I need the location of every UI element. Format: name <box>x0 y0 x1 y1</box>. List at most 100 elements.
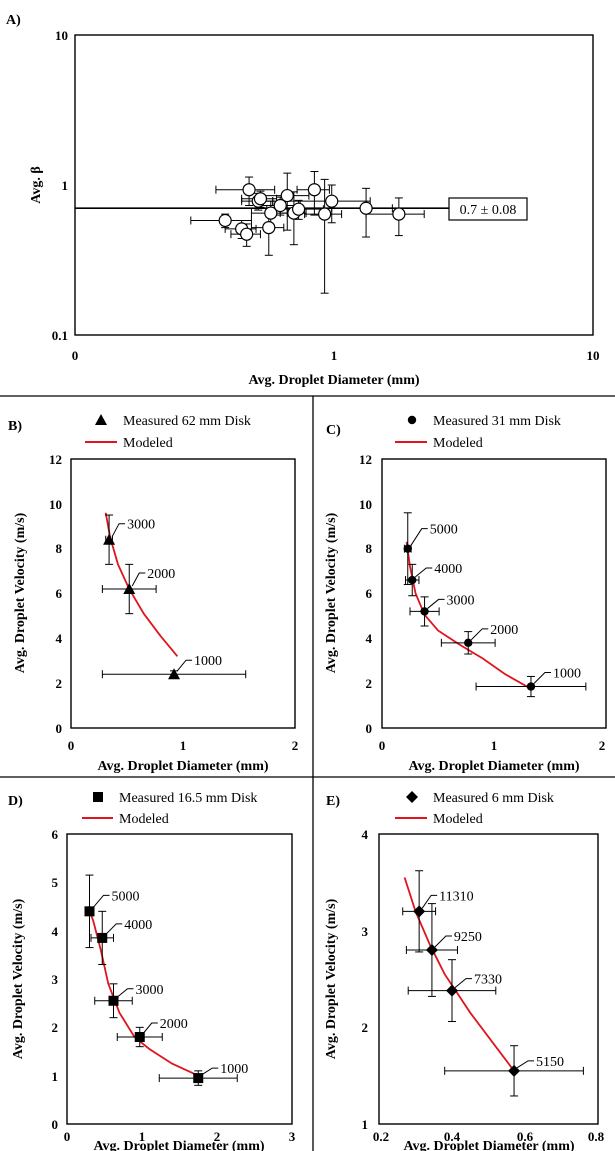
panel-e-y-tick-label: 1 <box>362 1117 369 1132</box>
panel-a-plot-area <box>74 34 594 336</box>
panel-e-x-tick-label: 0.8 <box>588 1129 605 1144</box>
panel-b-legend-marker <box>95 414 107 425</box>
panel-d-plot-area <box>66 833 293 1125</box>
panel-e-rpm-label: 5150 <box>536 1055 564 1070</box>
panel-a-y-tick-label: 0.1 <box>52 328 68 343</box>
panel-a-data-point <box>262 220 276 235</box>
panel-a-y-tick-label: 1 <box>62 178 69 193</box>
panel-a: A) 10 1 0.1 0 1 10 Avg. Droplet Diameter… <box>6 13 600 388</box>
panel-e-label-leader <box>454 978 472 988</box>
panel-b-label-leader <box>111 523 126 537</box>
panel-d-y-tick-label: 3 <box>52 972 59 987</box>
panel-a-data-point <box>318 207 332 221</box>
panel-c-legend-marker <box>407 415 417 425</box>
panel-e-y-tick-label: 3 <box>362 924 369 939</box>
panel-b-data-point <box>123 583 136 595</box>
panel-e-x-axis-label: Avg. Droplet Diameter (mm) <box>403 1139 574 1151</box>
panel-b-rpm-label: 3000 <box>127 518 155 533</box>
panel-c-label-leader <box>427 598 445 609</box>
panel-c-label-leader <box>410 528 428 546</box>
panel-b-plot-area <box>70 458 296 729</box>
panel-c-data-point <box>464 638 473 648</box>
panel-e-plot-area <box>378 833 599 1125</box>
panel-b-marks: 3000 2000 1000 <box>95 414 247 680</box>
panel-d-marks: 5000 4000 3000 2000 1000 <box>84 792 248 1086</box>
panel-c-x-axis-label: Avg. Droplet Diameter (mm) <box>408 759 579 774</box>
panel-e-legend-marker <box>406 791 418 803</box>
panel-d-label-leader <box>200 1067 219 1076</box>
panel-d-x-tick-label: 0 <box>64 1129 71 1144</box>
panel-d-data-point <box>134 1032 145 1042</box>
panel-d-x-tick-label: 2 <box>214 1129 221 1144</box>
panel-e-rpm-label: 11310 <box>439 889 473 904</box>
panel-a-data-point <box>273 198 287 213</box>
panel-c-letter: C) <box>326 423 341 438</box>
panel-a-y-tick-label: 10 <box>55 28 68 43</box>
panel-c-x-tick-label: 1 <box>491 738 498 753</box>
panel-d-rpm-label: 3000 <box>136 983 164 998</box>
panel-c-y-tick-label: 8 <box>366 541 373 556</box>
panel-d-x-tick-label: 1 <box>139 1129 146 1144</box>
panel-b-data-point <box>168 668 181 680</box>
panel-e-marks: 11310 9250 7330 5150 <box>402 791 584 1097</box>
panel-d-rpm-label: 5000 <box>112 889 140 904</box>
panel-c-data-point <box>403 544 412 553</box>
panel-b-rpm-label: 2000 <box>147 567 175 582</box>
panel-b-y-tick-label: 0 <box>56 721 63 736</box>
panel-d-x-axis-label: Avg. Droplet Diameter (mm) <box>93 1139 264 1151</box>
panel-d-y-axis-label: Avg. Droplet Velocity (m/s) <box>11 898 26 1059</box>
panel-e-label-leader <box>434 935 452 948</box>
panel-d-y-tick-label: 4 <box>52 924 59 939</box>
panel-b-legend-measured-label: Measured 62 mm Disk <box>123 414 251 429</box>
panel-c-rpm-label: 5000 <box>430 523 458 538</box>
panel-b-rpm-label: 1000 <box>194 654 222 669</box>
panel-c-label-leader <box>470 628 489 641</box>
panel-b-label-leader <box>131 572 146 587</box>
panel-b-legend-model-label: Modeled <box>123 436 173 451</box>
panel-d-rpm-label: 1000 <box>220 1062 248 1077</box>
panel-a-y-axis-label: Avg. β <box>29 166 44 203</box>
panel-d-label-leader <box>142 1022 158 1035</box>
panel-d-y-tick-label: 5 <box>52 875 59 890</box>
panel-c-marks: 5000 4000 3000 2000 1000 <box>403 415 587 698</box>
panel-a-data-point <box>280 188 294 203</box>
panel-c-y-tick-label: 10 <box>359 497 372 512</box>
panel-c-y-tick-label: 0 <box>366 721 373 736</box>
panel-a-data-point <box>242 183 256 197</box>
panel-d-data-point <box>193 1073 204 1084</box>
panel-c-y-tick-label: 4 <box>366 631 373 646</box>
panel-c-y-tick-label: 12 <box>359 452 372 467</box>
panel-e-x-tick-label: 0.6 <box>517 1129 534 1144</box>
panel-b-data-point <box>103 533 116 545</box>
panel-e-y-tick-label: 2 <box>362 1020 369 1035</box>
panel-a-x-tick-label: 0 <box>72 348 79 363</box>
panel-b-y-axis-label: Avg. Droplet Velocity (m/s) <box>13 512 28 673</box>
panel-d-label-leader <box>92 894 110 909</box>
panel-d-data-point <box>108 995 119 1006</box>
panel-b: B) Measured 62 mm Disk Modeled 0 2 4 6 8… <box>8 414 298 774</box>
panel-a-letter: A) <box>6 13 21 28</box>
panel-b-y-tick-label: 2 <box>56 676 63 691</box>
panel-e-y-tick-label: 4 <box>362 827 369 842</box>
panel-a-data-point <box>240 227 254 241</box>
panel-a-data-point <box>307 183 321 197</box>
panel-b-x-tick-label: 0 <box>68 738 75 753</box>
panel-b-x-axis-label: Avg. Droplet Diameter (mm) <box>97 759 268 774</box>
panel-a-fit-label-box <box>448 197 528 221</box>
panel-a-data-point <box>325 194 339 208</box>
panel-e-label-leader <box>516 1060 535 1069</box>
panel-d-data-point <box>97 932 108 943</box>
panel-c-data-point <box>526 682 536 691</box>
panel-a-x-tick-label: 1 <box>331 348 338 363</box>
panel-c-y-tick-label: 6 <box>366 586 373 601</box>
panel-c-label-leader <box>414 567 433 578</box>
panel-d-data-point <box>84 906 95 917</box>
panel-b-y-tick-label: 8 <box>56 541 63 556</box>
panel-c-x-tick-label: 2 <box>599 738 606 753</box>
panel-d-model-curve <box>87 906 199 1077</box>
panel-a-data-point <box>392 207 406 221</box>
panel-b-model-curve <box>104 512 179 657</box>
panel-d-rpm-label: 4000 <box>124 918 152 933</box>
panel-a-marks <box>75 171 469 294</box>
